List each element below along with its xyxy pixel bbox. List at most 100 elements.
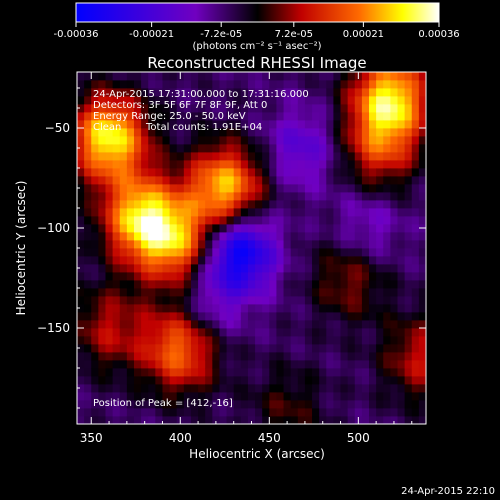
- heatmap-cell: [411, 248, 420, 257]
- heatmap-cell: [148, 360, 156, 369]
- heatmap-cell: [276, 256, 284, 265]
- heatmap-cell: [205, 304, 213, 313]
- heatmap-cell: [319, 400, 327, 409]
- heatmap-cell: [176, 368, 185, 377]
- heatmap-cell: [262, 280, 270, 289]
- heatmap-cell: [255, 152, 263, 161]
- heatmap-cell: [276, 184, 284, 193]
- heatmap-cell: [141, 232, 149, 241]
- heatmap-cell: [183, 248, 192, 257]
- heatmap-cell: [212, 272, 220, 281]
- heatmap-cell: [112, 128, 121, 137]
- heatmap-cell: [240, 264, 249, 273]
- heatmap-cell: [126, 136, 135, 145]
- heatmap-cell: [326, 280, 334, 289]
- heatmap-cell: [126, 264, 135, 273]
- heatmap-cell: [354, 408, 363, 417]
- heatmap-cell: [105, 120, 114, 129]
- heatmap-cell: [126, 240, 135, 249]
- heatmap-cell: [418, 376, 427, 385]
- heatmap-cell: [411, 88, 420, 97]
- heatmap-cell: [333, 264, 341, 273]
- heatmap-cell: [397, 96, 406, 105]
- heatmap-cell: [333, 368, 341, 377]
- heatmap-cell: [383, 256, 391, 265]
- heatmap-cell: [283, 112, 292, 121]
- heatmap-cell: [340, 280, 349, 289]
- heatmap-cell: [240, 88, 249, 97]
- heatmap-cell: [347, 296, 356, 305]
- heatmap-cell: [247, 208, 256, 217]
- heatmap-cell: [340, 88, 349, 97]
- heatmap-cell: [240, 352, 249, 361]
- colorbar-ticks: -0.00036 -0.00021 -7.2e-05 7.2e-05 0.00021 0.…: [54, 22, 460, 40]
- heatmap-cell: [276, 168, 284, 177]
- heatmap-cell: [255, 128, 263, 137]
- heatmap-cell: [226, 120, 235, 129]
- heatmap-cell: [176, 200, 185, 209]
- heatmap-cell: [169, 304, 178, 313]
- heatmap-cell: [219, 352, 227, 361]
- heatmap-cell: [141, 296, 149, 305]
- heatmap-cell: [262, 120, 270, 129]
- heatmap-cell: [290, 232, 299, 241]
- heatmap-cell: [290, 248, 299, 257]
- heatmap-cell: [347, 384, 356, 393]
- heatmap-cell: [297, 168, 306, 177]
- heatmap-cell: [255, 384, 263, 393]
- heatmap-cell: [269, 224, 277, 233]
- heatmap-cell: [98, 264, 106, 273]
- heatmap-cell: [418, 368, 427, 377]
- heatmap-cell: [404, 192, 413, 201]
- heatmap-cell: [84, 296, 92, 305]
- heatmap-cell: [312, 200, 320, 209]
- heatmap-cell: [397, 216, 406, 225]
- x-tick-label: 350: [80, 431, 103, 445]
- heatmap-cell: [262, 272, 270, 281]
- heatmap-cell: [369, 336, 377, 345]
- heatmap-cell: [390, 312, 398, 321]
- heatmap-cell: [98, 416, 106, 425]
- heatmap-cell: [133, 128, 142, 137]
- heatmap-cell: [326, 120, 334, 129]
- heatmap-cell: [304, 384, 313, 393]
- heatmap-cell: [105, 88, 114, 97]
- heatmap-cell: [84, 312, 92, 321]
- heatmap-cell: [112, 192, 121, 201]
- heatmap-cell: [126, 80, 135, 89]
- heatmap-cell: [290, 272, 299, 281]
- heatmap-cell: [418, 72, 427, 81]
- heatmap-cell: [233, 152, 242, 161]
- heatmap-cell: [119, 280, 128, 289]
- heatmap-cell: [354, 392, 363, 401]
- heatmap-cell: [276, 352, 284, 361]
- heatmap-cell: [190, 184, 199, 193]
- heatmap-cell: [376, 200, 384, 209]
- heatmap-cell: [77, 112, 85, 121]
- heatmap-cell: [418, 288, 427, 297]
- heatmap-cell: [212, 304, 220, 313]
- heatmap-cell: [283, 248, 292, 257]
- heatmap-cell: [119, 336, 128, 345]
- heatmap-cell: [84, 216, 92, 225]
- annotation-block: 24-Apr-2015 17:31:00.000 to 17:31:16.000…: [93, 89, 309, 409]
- heatmap-cell: [411, 208, 420, 217]
- heatmap-cell: [233, 128, 242, 137]
- heatmap-cell: [361, 224, 370, 233]
- heatmap-cell: [77, 392, 85, 401]
- heatmap-cell: [226, 208, 235, 217]
- heatmap-cell: [376, 312, 384, 321]
- heatmap-cell: [141, 368, 149, 377]
- heatmap-cell: [262, 328, 270, 337]
- heatmap-cell: [297, 296, 306, 305]
- heatmap-cell: [304, 184, 313, 193]
- heatmap-cell: [226, 224, 235, 233]
- heatmap-cell: [233, 120, 242, 129]
- heatmap-cell: [126, 112, 135, 121]
- heatmap-cell: [247, 200, 256, 209]
- heatmap-cell: [133, 400, 142, 409]
- heatmap-cell: [326, 216, 334, 225]
- heatmap-cell: [162, 416, 170, 425]
- heatmap-cell: [312, 184, 320, 193]
- heatmap-cell: [269, 296, 277, 305]
